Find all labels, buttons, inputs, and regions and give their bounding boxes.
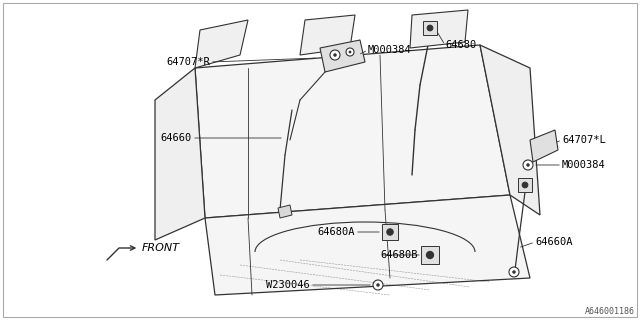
Circle shape bbox=[330, 50, 340, 60]
Text: 64660: 64660 bbox=[161, 133, 192, 143]
Polygon shape bbox=[410, 10, 468, 48]
Circle shape bbox=[387, 229, 393, 235]
Text: FRONT: FRONT bbox=[107, 243, 180, 260]
Text: 64680: 64680 bbox=[445, 40, 476, 50]
Text: M000384: M000384 bbox=[368, 45, 412, 55]
Polygon shape bbox=[195, 45, 510, 218]
Polygon shape bbox=[320, 40, 365, 72]
Circle shape bbox=[349, 51, 351, 53]
Circle shape bbox=[522, 182, 528, 188]
Text: 64680A: 64680A bbox=[317, 227, 355, 237]
Polygon shape bbox=[278, 205, 292, 218]
Polygon shape bbox=[518, 178, 532, 192]
Circle shape bbox=[333, 53, 337, 57]
Polygon shape bbox=[530, 130, 558, 162]
Circle shape bbox=[526, 163, 530, 167]
Text: W230046: W230046 bbox=[266, 280, 310, 290]
Polygon shape bbox=[423, 21, 437, 35]
Circle shape bbox=[523, 160, 533, 170]
Circle shape bbox=[426, 252, 434, 259]
Polygon shape bbox=[155, 68, 205, 240]
Text: M000384: M000384 bbox=[562, 160, 605, 170]
Circle shape bbox=[346, 48, 354, 56]
Polygon shape bbox=[480, 45, 540, 215]
Text: 64707*L: 64707*L bbox=[562, 135, 605, 145]
Polygon shape bbox=[300, 15, 355, 55]
Polygon shape bbox=[382, 224, 398, 240]
Circle shape bbox=[373, 280, 383, 290]
Text: 64707*R: 64707*R bbox=[166, 57, 210, 67]
Text: 64660A: 64660A bbox=[535, 237, 573, 247]
Text: 64680B: 64680B bbox=[380, 250, 417, 260]
Polygon shape bbox=[205, 195, 530, 295]
Circle shape bbox=[509, 267, 519, 277]
Polygon shape bbox=[195, 20, 248, 68]
Circle shape bbox=[512, 270, 516, 274]
Circle shape bbox=[428, 25, 433, 31]
Polygon shape bbox=[421, 246, 439, 264]
Circle shape bbox=[376, 283, 380, 287]
Text: A646001186: A646001186 bbox=[585, 307, 635, 316]
